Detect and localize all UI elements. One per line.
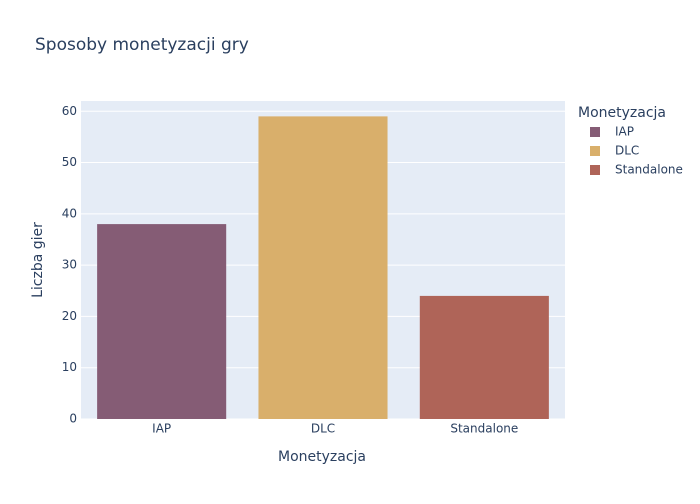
x-tick-label: IAP [152,422,171,436]
y-tick-label: 30 [62,258,77,272]
y-axis-title: Liczba gier [30,222,46,298]
legend-label: DLC [615,144,639,158]
y-tick-label: 60 [62,104,77,118]
legend-swatch [590,127,600,137]
x-axis-title: Monetyzacja [278,449,366,465]
legend-label: Standalone [615,163,683,177]
legend-label: IAP [615,125,634,139]
bar [97,224,227,419]
legend-title: Monetyzacja [578,105,666,121]
chart-title: Sposoby monetyzacji gry [35,35,249,55]
y-tick-label: 0 [69,412,77,426]
legend-swatch [590,146,600,156]
legend-swatch [590,165,600,175]
x-tick-label: Standalone [450,422,518,436]
x-tick-label: DLC [311,422,335,436]
y-tick-label: 50 [62,155,77,169]
bar [419,295,549,419]
y-tick-label: 20 [62,309,77,323]
y-tick-label: 10 [62,360,77,374]
y-tick-label: 40 [62,206,77,220]
bar [258,116,388,420]
